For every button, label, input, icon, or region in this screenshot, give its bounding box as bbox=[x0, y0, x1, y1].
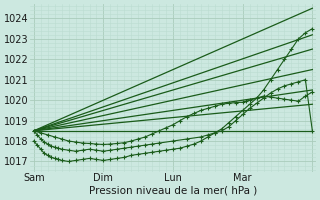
X-axis label: Pression niveau de la mer( hPa ): Pression niveau de la mer( hPa ) bbox=[89, 186, 257, 196]
